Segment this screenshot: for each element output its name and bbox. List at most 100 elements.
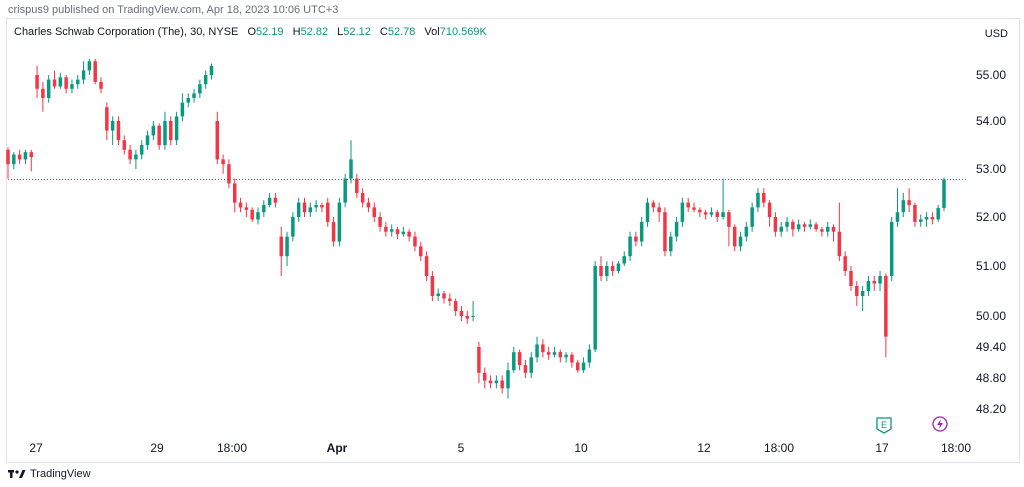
candle-body[interactable]	[587, 349, 592, 363]
candle-body[interactable]	[930, 217, 935, 220]
candle-body[interactable]	[860, 291, 865, 296]
candle-body[interactable]	[791, 221, 795, 230]
candle-body[interactable]	[698, 209, 702, 213]
candle-body[interactable]	[389, 229, 394, 232]
candle-body[interactable]	[610, 266, 615, 271]
candle-body[interactable]	[703, 212, 708, 215]
candle-body[interactable]	[651, 202, 656, 208]
candle-body[interactable]	[767, 202, 772, 217]
candle-body[interactable]	[244, 207, 249, 210]
candle-body[interactable]	[825, 226, 830, 232]
candle-body[interactable]	[593, 266, 597, 350]
candle-body[interactable]	[436, 293, 440, 297]
candle-body[interactable]	[843, 256, 847, 271]
candle-body[interactable]	[372, 207, 377, 217]
candle-body[interactable]	[523, 365, 528, 373]
candle-body[interactable]	[116, 121, 121, 141]
candle-body[interactable]	[448, 298, 452, 302]
candle-body[interactable]	[151, 125, 156, 136]
candle-body[interactable]	[901, 200, 906, 213]
candle-body[interactable]	[209, 65, 214, 75]
candle-body[interactable]	[157, 125, 161, 145]
candle-body[interactable]	[855, 286, 859, 296]
candle-body[interactable]	[360, 193, 365, 203]
candle-body[interactable]	[541, 344, 545, 353]
candle-body[interactable]	[552, 352, 557, 355]
candle-body[interactable]	[895, 212, 900, 222]
candle-body[interactable]	[634, 236, 638, 242]
candle-body[interactable]	[331, 221, 336, 242]
candle-body[interactable]	[471, 316, 475, 317]
candle-body[interactable]	[692, 207, 696, 210]
candle-body[interactable]	[535, 344, 539, 358]
candle-body[interactable]	[46, 79, 51, 98]
candle-body[interactable]	[17, 154, 22, 160]
candle-body[interactable]	[291, 217, 295, 237]
candle-body[interactable]	[546, 352, 551, 355]
candle-body[interactable]	[279, 236, 283, 257]
candle-body[interactable]	[267, 197, 272, 205]
candle-body[interactable]	[186, 98, 190, 103]
candle-body[interactable]	[616, 263, 621, 271]
candle-body[interactable]	[395, 229, 400, 235]
candle-body[interactable]	[401, 231, 406, 235]
candle-body[interactable]	[570, 354, 574, 363]
candle-body[interactable]	[913, 205, 917, 222]
candle-body[interactable]	[134, 154, 138, 160]
candle-body[interactable]	[308, 207, 313, 213]
candle-body[interactable]	[814, 224, 818, 230]
candle-body[interactable]	[314, 205, 318, 208]
candle-body[interactable]	[110, 121, 115, 131]
candle-body[interactable]	[453, 301, 458, 311]
candle-body[interactable]	[35, 75, 39, 89]
candle-body[interactable]	[76, 79, 80, 85]
candle-body[interactable]	[459, 311, 464, 316]
candle-body[interactable]	[808, 224, 813, 227]
candle-body[interactable]	[878, 276, 882, 284]
candle-body[interactable]	[424, 256, 429, 276]
candle-body[interactable]	[628, 236, 632, 257]
candle-body[interactable]	[599, 266, 603, 276]
candle-body[interactable]	[139, 145, 144, 155]
candle-body[interactable]	[169, 121, 173, 141]
candle-body[interactable]	[936, 207, 940, 220]
candle-body[interactable]	[366, 202, 371, 208]
candle-body[interactable]	[93, 61, 97, 82]
candle-body[interactable]	[203, 75, 208, 85]
candle-body[interactable]	[686, 202, 690, 208]
candle-body[interactable]	[884, 276, 888, 337]
candle-body[interactable]	[419, 246, 423, 257]
candle-body[interactable]	[837, 231, 842, 257]
candle-body[interactable]	[87, 61, 92, 71]
candle-body[interactable]	[232, 183, 237, 203]
candle-body[interactable]	[924, 217, 929, 220]
candle-body[interactable]	[564, 354, 568, 358]
candle-body[interactable]	[273, 197, 278, 203]
candle-body[interactable]	[802, 224, 807, 227]
candle-body[interactable]	[721, 212, 725, 217]
candle-body[interactable]	[581, 362, 586, 371]
candle-body[interactable]	[482, 372, 487, 381]
candle-body[interactable]	[128, 149, 132, 160]
candle-body[interactable]	[227, 164, 231, 184]
candle-body[interactable]	[215, 121, 220, 160]
candle-body[interactable]	[262, 205, 266, 213]
candle-body[interactable]	[256, 212, 260, 220]
candle-body[interactable]	[738, 236, 743, 247]
candle-body[interactable]	[64, 77, 68, 89]
candle-body[interactable]	[477, 347, 481, 373]
dividend-marker[interactable]	[932, 416, 948, 432]
candle-body[interactable]	[500, 380, 504, 389]
candle-body[interactable]	[779, 226, 783, 232]
candle-body[interactable]	[750, 207, 754, 227]
candle-body[interactable]	[622, 256, 626, 264]
candle-body[interactable]	[494, 380, 499, 384]
candle-body[interactable]	[488, 380, 493, 384]
candle-body[interactable]	[732, 226, 737, 247]
candle-body[interactable]	[58, 77, 63, 87]
candle-body[interactable]	[744, 226, 749, 237]
candle-body[interactable]	[41, 88, 45, 98]
candle-body[interactable]	[23, 152, 28, 160]
candle-body[interactable]	[674, 221, 679, 237]
